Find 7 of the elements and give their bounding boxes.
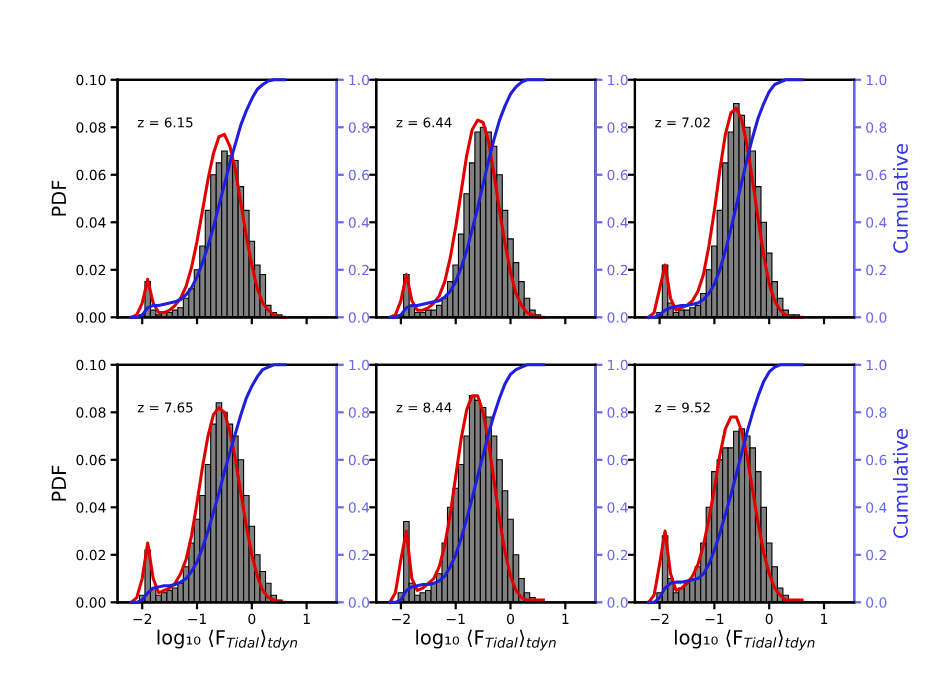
y2-axis-title: Cumulative — [892, 429, 908, 538]
x-axis-title: log₁₀ ⟨F$_{Tidal}$⟩$_{tdyn}$ — [416, 629, 556, 651]
x-axis-title: log₁₀ ⟨F$_{Tidal}$⟩$_{tdyn}$ — [157, 629, 298, 651]
y2-axis-title: Cumulative — [892, 144, 908, 253]
x-axis-title: log₁₀ ⟨F$_{Tidal}$⟩$_{tdyn}$ — [675, 629, 815, 651]
y-axis-title: PDF — [51, 180, 66, 216]
y-axis-title: PDF — [51, 465, 66, 501]
